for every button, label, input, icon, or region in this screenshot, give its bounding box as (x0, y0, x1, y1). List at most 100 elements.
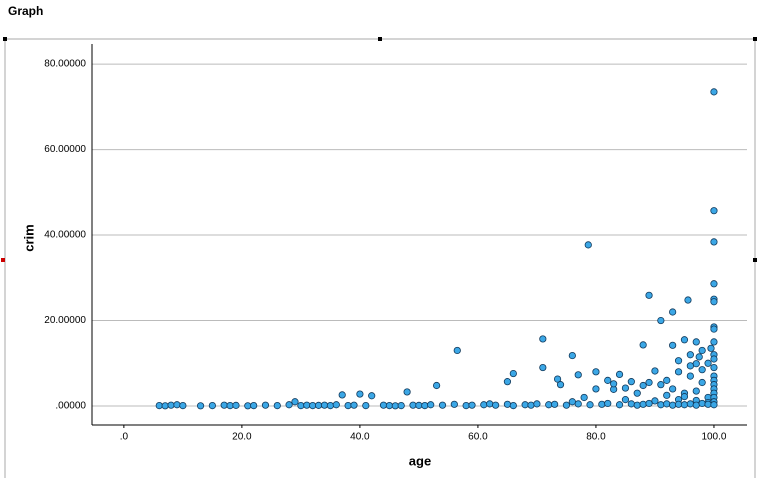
point (674, 368, 683, 376)
point (403, 388, 411, 396)
point (645, 399, 653, 408)
point (421, 401, 429, 410)
point (692, 338, 700, 346)
point (551, 400, 559, 408)
handle[interactable] (1, 258, 5, 262)
point (663, 400, 671, 408)
point (707, 344, 715, 352)
point (692, 387, 700, 395)
point (453, 346, 461, 355)
point (684, 296, 692, 304)
point (686, 400, 694, 408)
point (592, 368, 600, 376)
point (556, 381, 565, 389)
point (368, 392, 376, 400)
point (710, 363, 718, 372)
point (486, 400, 494, 408)
point (710, 325, 718, 333)
point (545, 401, 553, 409)
point (385, 401, 394, 410)
point (710, 401, 718, 409)
point (527, 401, 535, 409)
point (580, 393, 588, 402)
point (397, 401, 405, 410)
point (584, 241, 592, 249)
point (220, 401, 228, 409)
point (314, 401, 323, 409)
point (462, 401, 470, 410)
point (674, 357, 683, 365)
point (669, 308, 677, 316)
point (692, 401, 700, 409)
point (338, 391, 346, 399)
x-tick-label: .0 (120, 432, 129, 443)
point (539, 335, 547, 343)
point (669, 385, 677, 393)
point (208, 401, 216, 410)
point (356, 390, 364, 398)
point (303, 401, 311, 409)
point (657, 401, 665, 409)
point (427, 401, 435, 409)
handle[interactable] (753, 258, 757, 262)
handle[interactable] (3, 37, 7, 41)
selection-frame (4, 38, 756, 478)
point (686, 372, 694, 380)
y-axis-label: crim (21, 224, 36, 251)
point (533, 400, 541, 408)
point (155, 401, 163, 410)
point (161, 402, 169, 410)
point (167, 401, 175, 409)
point (592, 385, 600, 393)
point (244, 402, 252, 410)
y-tick-label: 20.00000 (44, 315, 86, 326)
y-tick-label: 80.00000 (44, 59, 86, 70)
point (468, 401, 476, 409)
point (645, 291, 653, 299)
point (480, 401, 488, 409)
point (574, 371, 582, 379)
point (285, 401, 293, 409)
point (503, 378, 512, 386)
point (250, 401, 258, 410)
point (326, 401, 334, 410)
point (710, 207, 718, 215)
point (232, 401, 240, 409)
x-tick-label: 40.0 (350, 432, 370, 443)
point (574, 400, 582, 408)
point (433, 381, 441, 390)
point (379, 401, 388, 409)
point (627, 400, 635, 408)
point (179, 401, 187, 410)
point (615, 401, 624, 409)
point (710, 338, 718, 346)
handle[interactable] (378, 37, 382, 41)
point (704, 359, 712, 367)
point (627, 378, 635, 386)
point (568, 398, 576, 406)
point (344, 401, 352, 410)
point (621, 384, 630, 392)
point (651, 367, 659, 375)
chart-title: Graph (8, 4, 43, 18)
point (332, 401, 340, 409)
point (509, 401, 517, 410)
point (521, 401, 529, 409)
point (350, 401, 358, 409)
x-tick-label: 60.0 (468, 432, 488, 443)
x-tick-label: 20.0 (232, 432, 252, 443)
point (710, 280, 718, 288)
point (539, 363, 547, 372)
point (492, 401, 500, 409)
point (710, 238, 718, 246)
point (639, 341, 647, 349)
point (698, 399, 706, 408)
handle[interactable] (753, 37, 757, 41)
y-tick-label: 60.00000 (44, 144, 86, 155)
point (710, 88, 718, 96)
point (669, 341, 677, 349)
point (604, 399, 612, 408)
point (415, 401, 423, 409)
point (663, 376, 671, 384)
